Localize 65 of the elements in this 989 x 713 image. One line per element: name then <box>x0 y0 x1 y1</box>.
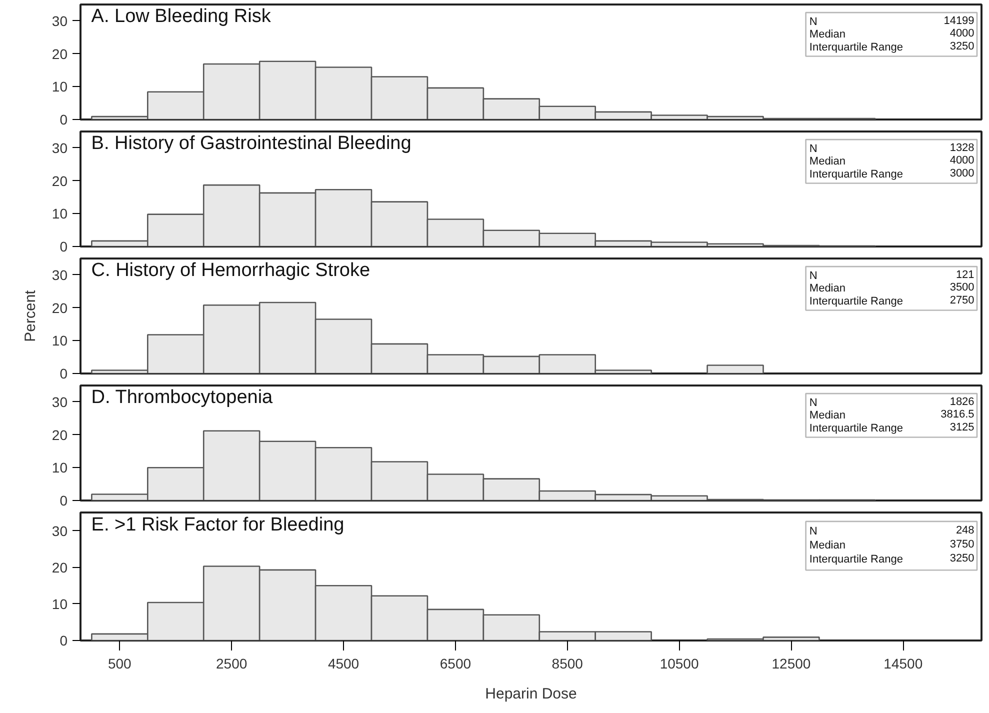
annotation: 3000 <box>950 167 974 180</box>
annotation: Interquartile Range <box>809 168 903 180</box>
annotation: 4000 <box>950 28 974 40</box>
annotation: Interquartile Range <box>809 422 903 434</box>
x-tick-label: 10500 <box>660 656 699 672</box>
annotation: Median <box>809 28 846 41</box>
y-tick-label: 20 <box>52 426 68 443</box>
chart-title: D. Thrombocytopenia <box>91 387 274 408</box>
annotation: Median <box>809 282 846 295</box>
annotation: Interquartile Range <box>809 295 903 308</box>
x-axis-title: Heparin Dose <box>485 686 577 702</box>
x-tick-label: 14500 <box>884 656 923 672</box>
y-tick-label: 0 <box>60 632 68 648</box>
annotation: 3250 <box>950 552 974 564</box>
x-tick-label: 500 <box>108 656 132 672</box>
annotation: Median <box>809 156 846 168</box>
annotation: 248 <box>956 524 974 536</box>
annotation: 1826 <box>950 396 974 408</box>
annotation: 2750 <box>950 294 974 306</box>
y-tick-label: 10 <box>52 78 68 95</box>
annotation: Median <box>809 410 846 422</box>
y-tick-label: 0 <box>60 112 68 128</box>
chart-title: B. History of Gastrointestinal Bleeding <box>91 133 412 154</box>
annotation: Interquartile Range <box>809 553 903 566</box>
chart-title: C. History of Hemorrhagic Stroke <box>91 260 370 282</box>
annotation: 121 <box>956 269 974 281</box>
annotation: N <box>809 16 818 28</box>
annotation: N <box>809 397 818 409</box>
annotation: N <box>809 143 818 155</box>
x-tick-label: 4500 <box>328 656 360 672</box>
annotation: 4000 <box>950 154 974 167</box>
annotation: 14199 <box>944 15 974 27</box>
chart-title: E. >1 Risk Factor for Bleeding <box>91 514 344 536</box>
x-tick-label: 12500 <box>772 656 811 672</box>
x-tick-label: 6500 <box>440 656 472 672</box>
y-tick-label: 30 <box>52 394 68 410</box>
y-tick-label: 20 <box>52 46 68 62</box>
y-tick-label: 10 <box>52 460 68 476</box>
y-tick-label: 0 <box>60 366 68 382</box>
annotation: N <box>809 270 818 282</box>
chart-title: A. Low Bleeding Risk <box>91 6 272 28</box>
annotation: Interquartile Range <box>809 41 903 54</box>
y-tick-label: 20 <box>52 172 68 189</box>
y-tick-label: 0 <box>60 492 68 508</box>
annotation: N <box>809 525 818 538</box>
annotation: 3816.5 <box>940 408 974 421</box>
y-tick-label: 30 <box>52 140 68 156</box>
annotation: 3500 <box>950 282 974 294</box>
y-tick-label: 0 <box>60 238 68 254</box>
y-tick-label: 10 <box>52 206 68 222</box>
annotation: Median <box>809 539 846 552</box>
y-tick-label: 20 <box>52 559 68 576</box>
y-tick-label: 30 <box>52 266 68 283</box>
y-axis-title: Percent <box>22 289 39 342</box>
y-tick-label: 30 <box>52 12 68 29</box>
y-tick-label: 10 <box>52 332 68 349</box>
x-tick-label: 2500 <box>216 656 248 672</box>
y-tick-label: 20 <box>52 300 68 316</box>
y-tick-label: 10 <box>52 596 68 612</box>
annotation: 3125 <box>950 421 974 434</box>
y-tick-label: 30 <box>52 522 68 539</box>
annotation: 3250 <box>950 40 974 52</box>
annotation: 1328 <box>950 142 974 154</box>
annotation: 3750 <box>950 538 974 550</box>
x-tick-label: 8500 <box>552 656 584 672</box>
